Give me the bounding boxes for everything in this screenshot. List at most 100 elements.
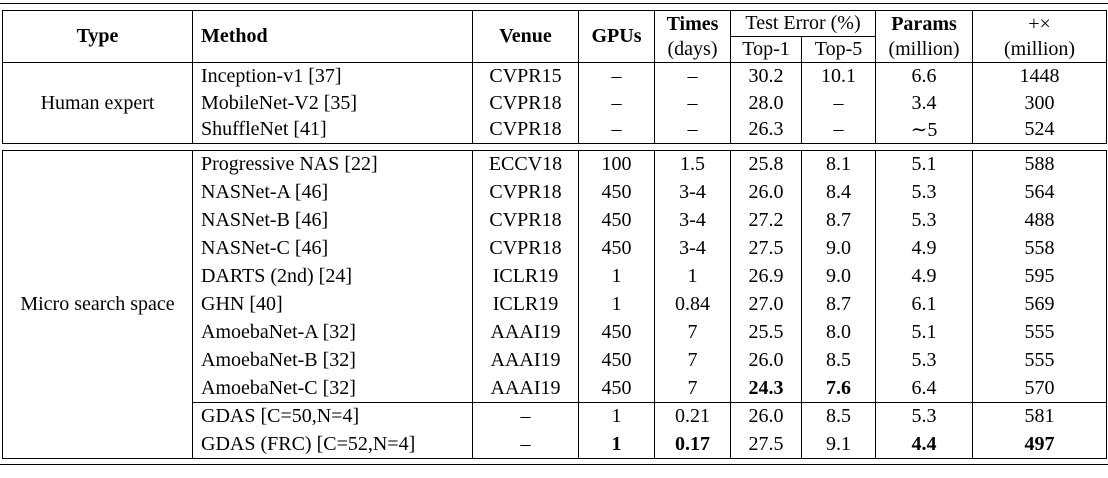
col-header-top1: Top-1 xyxy=(730,36,802,63)
times-cell: 1 xyxy=(654,262,731,291)
top1-cell: 26.9 xyxy=(730,262,802,291)
gpus-cell: 450 xyxy=(578,346,655,375)
times-cell: 7 xyxy=(654,318,731,347)
col-header-gpus: GPUs xyxy=(578,10,655,63)
results-table-header-and-human-section: Type Method Venue GPUs Times (days) Test… xyxy=(2,10,1107,144)
times-cell: – xyxy=(654,62,731,90)
top1-cell: 27.5 xyxy=(730,234,802,263)
table-row: NASNet-A [46] CVPR18 450 3-4 26.0 8.4 5.… xyxy=(3,178,1107,207)
gpus-cell: 1 xyxy=(578,262,655,291)
col-header-params: Params (million) xyxy=(875,10,973,63)
madds-cell: 300 xyxy=(972,89,1107,117)
params-cell: 5.3 xyxy=(875,178,973,207)
top1-cell: 27.5 xyxy=(730,430,802,459)
madds-cell: 488 xyxy=(972,206,1107,235)
times-cell: 3-4 xyxy=(654,234,731,263)
header-row-1: Type Method Venue GPUs Times (days) Test… xyxy=(2,10,1107,63)
table-row: AmoebaNet-C [32] AAAI19 450 7 24.3 7.6 6… xyxy=(3,374,1107,403)
venue-cell: CVPR18 xyxy=(472,89,579,117)
top5-cell: 10.1 xyxy=(801,62,876,90)
method-cell: NASNet-A [46] xyxy=(192,178,473,207)
method-cell: AmoebaNet-B [32] xyxy=(192,346,473,375)
venue-cell: CVPR18 xyxy=(472,206,579,235)
madds-unit: (million) xyxy=(1003,37,1076,60)
venue-cell: CVPR18 xyxy=(472,116,579,144)
madds-cell: 558 xyxy=(972,234,1107,263)
gpus-cell: – xyxy=(578,89,655,117)
gpus-cell: 450 xyxy=(578,234,655,263)
madds-cell: 564 xyxy=(972,178,1107,207)
results-table-micro-section: Micro search space Progressive NAS [22] … xyxy=(2,150,1107,459)
params-cell: ∼5 xyxy=(875,116,973,144)
paper-results-table-page: Type Method Venue GPUs Times (days) Test… xyxy=(0,3,1108,478)
times-cell: 1.5 xyxy=(654,150,731,179)
gpus-cell: 1 xyxy=(578,402,655,431)
madds-label: +× xyxy=(1028,12,1051,35)
method-cell: GDAS (FRC) [C=52,N=4] xyxy=(192,430,473,459)
params-cell: 6.4 xyxy=(875,374,973,403)
venue-cell: ICLR19 xyxy=(472,290,579,319)
times-cell: – xyxy=(654,116,731,144)
params-cell: 5.3 xyxy=(875,402,973,431)
top1-cell: 26.0 xyxy=(730,178,802,207)
top1-cell: 27.2 xyxy=(730,206,802,235)
method-cell: GHN [40] xyxy=(192,290,473,319)
top5-cell: – xyxy=(801,116,876,144)
top5-cell: 8.5 xyxy=(801,346,876,375)
top5-cell: 9.1 xyxy=(801,430,876,459)
gpus-cell: 1 xyxy=(578,430,655,459)
top1-cell: 27.0 xyxy=(730,290,802,319)
col-header-test-error: Test Error (%) xyxy=(730,10,876,37)
table-row: GDAS (FRC) [C=52,N=4] – 1 0.17 27.5 9.1 … xyxy=(3,430,1107,459)
params-label: Params xyxy=(891,12,957,35)
table-row: AmoebaNet-A [32] AAAI19 450 7 25.5 8.0 5… xyxy=(3,318,1107,347)
method-cell: AmoebaNet-A [32] xyxy=(192,318,473,347)
madds-cell: 1448 xyxy=(972,62,1107,90)
top5-cell: 9.0 xyxy=(801,234,876,263)
times-cell: 3-4 xyxy=(654,206,731,235)
top5-cell: 8.0 xyxy=(801,318,876,347)
method-cell: GDAS [C=50,N=4] xyxy=(192,402,473,431)
madds-cell: 569 xyxy=(972,290,1107,319)
method-cell: Progressive NAS [22] xyxy=(192,150,473,179)
method-cell: NASNet-C [46] xyxy=(192,234,473,263)
top1-cell: 25.8 xyxy=(730,150,802,179)
params-cell: 4.9 xyxy=(875,234,973,263)
method-cell: DARTS (2nd) [24] xyxy=(192,262,473,291)
params-cell: 4.9 xyxy=(875,262,973,291)
params-cell: 3.4 xyxy=(875,89,973,117)
col-header-top5: Top-5 xyxy=(801,36,876,63)
table-row: NASNet-B [46] CVPR18 450 3-4 27.2 8.7 5.… xyxy=(3,206,1107,235)
table-row: DARTS (2nd) [24] ICLR19 1 1 26.9 9.0 4.9… xyxy=(3,262,1107,291)
table-row: ShuffleNet [41] CVPR18 – – 26.3 – ∼5 524 xyxy=(3,116,1107,144)
table-row: Human expert Inception-v1 [37] CVPR15 – … xyxy=(2,62,1107,144)
top1-cell: 30.2 xyxy=(730,62,802,90)
table-top-rule xyxy=(0,3,1108,4)
top1-cell: 24.3 xyxy=(730,374,802,403)
gpus-cell: 450 xyxy=(578,178,655,207)
madds-cell: 497 xyxy=(972,430,1107,459)
top1-cell: 25.5 xyxy=(730,318,802,347)
venue-cell: CVPR15 xyxy=(472,62,579,90)
section-label-human-expert: Human expert xyxy=(2,62,193,144)
gpus-cell: 450 xyxy=(578,206,655,235)
venue-cell: – xyxy=(472,402,579,431)
params-cell: 4.4 xyxy=(875,430,973,459)
section-label-micro-search-space: Micro search space xyxy=(2,150,193,459)
col-header-venue: Venue xyxy=(472,10,579,63)
method-cell: NASNet-B [46] xyxy=(192,206,473,235)
top5-cell: 8.4 xyxy=(801,178,876,207)
method-cell: MobileNet-V2 [35] xyxy=(192,89,473,117)
times-cell: 0.21 xyxy=(654,402,731,431)
gpus-cell: – xyxy=(578,116,655,144)
gpus-cell: 450 xyxy=(578,374,655,403)
times-cell: – xyxy=(654,89,731,117)
times-label: Times xyxy=(666,12,719,35)
gpus-cell: 1 xyxy=(578,290,655,319)
method-cell: AmoebaNet-C [32] xyxy=(192,374,473,403)
col-header-method: Method xyxy=(192,10,473,63)
top5-cell: 8.7 xyxy=(801,290,876,319)
top5-cell: 8.5 xyxy=(801,402,876,431)
table-bottom-rule xyxy=(0,464,1108,465)
venue-cell: ICLR19 xyxy=(472,262,579,291)
